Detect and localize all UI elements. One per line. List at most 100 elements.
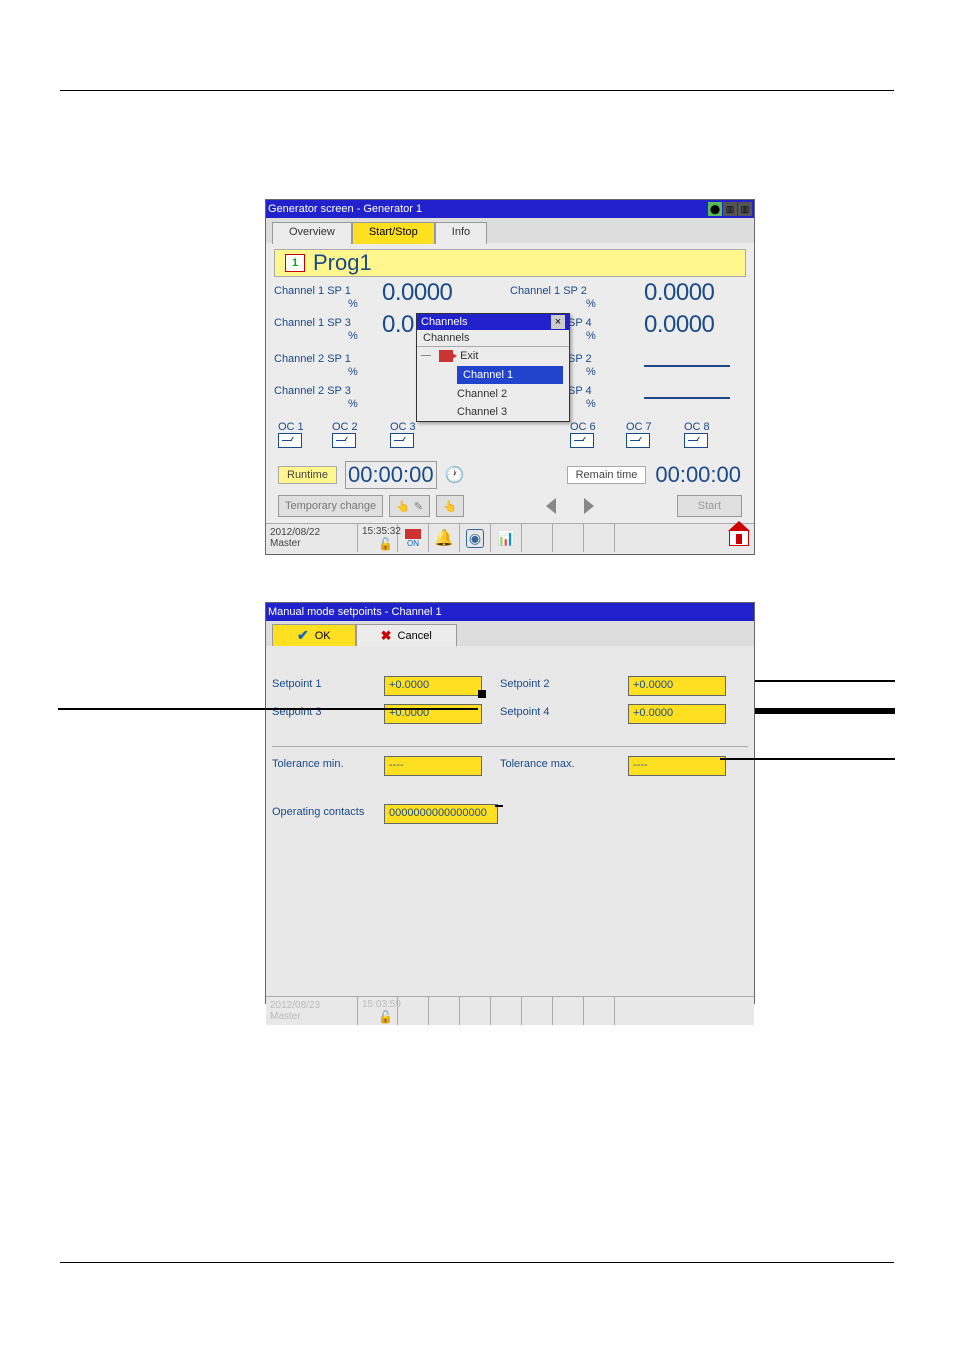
lbl-sp4b: SP 4 (568, 385, 592, 397)
input-sp3[interactable]: +0.0000 (384, 704, 482, 724)
page-bottom-divider (60, 1262, 894, 1263)
prev-button[interactable] (546, 498, 556, 514)
unit-pct-4: % (348, 398, 358, 410)
statusbar2: 2012/08/23 Master 15:03:59 🔓 (266, 996, 754, 1025)
callout-line-tolmax (720, 758, 895, 760)
tab-startstop[interactable]: Start/Stop (352, 222, 435, 244)
bell-cell[interactable]: 🔔 (429, 524, 460, 552)
tabbar2: ✔ OK ✖ Cancel (266, 621, 754, 646)
s2-b6 (553, 997, 584, 1025)
status-user-2: Master (270, 1011, 353, 1022)
blank-1 (522, 524, 553, 552)
callout-mark-opcon (495, 805, 503, 807)
val-c1sp2: 0.0000 (644, 279, 714, 307)
callout-line-sp2 (755, 680, 895, 682)
tab-cancel[interactable]: ✖ Cancel (356, 624, 457, 646)
tab-ok-label: OK (315, 630, 331, 642)
lbl-sp4: Setpoint 4 (500, 706, 550, 718)
oc1-box[interactable] (278, 433, 302, 448)
tab-ok[interactable]: ✔ OK (272, 624, 356, 646)
blank-3 (584, 524, 615, 552)
hand-button[interactable]: 👆 (436, 495, 464, 517)
input-tolmin[interactable]: ---- (384, 756, 482, 776)
val-c1sp1: 0.0000 (382, 279, 452, 307)
s2-b7 (584, 997, 615, 1025)
lbl-sp1: Setpoint 1 (272, 678, 322, 690)
statusbar: 2012/08/22 Master 15:35:32 🔓 ON 🔔 ◉ 📊 (266, 523, 754, 552)
tab-info[interactable]: Info (435, 222, 487, 244)
hand-edit-button[interactable]: 👆✎ (389, 495, 430, 517)
titlebar: Generator screen - Generator 1 ⬤ ▥ ▥ (266, 200, 754, 218)
lbl-opcon: Operating contacts (272, 806, 364, 818)
lbl-c2sp1: Channel 2 SP 1 (274, 353, 351, 365)
runtime-label: Runtime (278, 466, 337, 484)
lbl-oc7: OC 7 (626, 421, 652, 433)
popup-ch1[interactable]: Channel 1 (457, 366, 563, 384)
lbl-sp2b: SP 2 (568, 353, 592, 365)
unit-pct-2: % (348, 330, 358, 342)
popup-close-icon[interactable]: × (551, 315, 565, 329)
titlebar-icon-3[interactable]: ▥ (738, 202, 752, 216)
on-cell[interactable]: ON (398, 524, 429, 552)
val-sp4a: 0.0000 (644, 311, 714, 339)
lbl-c2sp3: Channel 2 SP 3 (274, 385, 351, 397)
input-sp4[interactable]: +0.0000 (628, 704, 726, 724)
disk-icon: ◉ (466, 529, 484, 548)
temp-change-button[interactable]: Temporary change (278, 495, 383, 517)
next-button[interactable] (584, 498, 594, 514)
home-icon (729, 530, 749, 546)
lbl-tolmin: Tolerance min. (272, 758, 344, 770)
popup-exit[interactable]: Exit (417, 347, 569, 365)
tab-overview[interactable]: Overview (272, 222, 352, 244)
chart-icon: 📊 (497, 530, 514, 547)
oc6-box[interactable] (570, 433, 594, 448)
setpoints-window: Manual mode setpoints - Channel 1 ✔ OK ✖… (265, 602, 755, 1004)
unit-pct-7: % (586, 366, 596, 378)
check-icon: ✔ (297, 627, 309, 644)
on-label: ON (405, 539, 421, 548)
page-top-divider (60, 90, 894, 91)
runtime-value: 00:00:00 (345, 461, 437, 489)
popup-ch2[interactable]: Channel 2 (451, 385, 569, 403)
oc3-box[interactable] (390, 433, 414, 448)
popup-ch3[interactable]: Channel 3 (451, 403, 569, 421)
titlebar-icon-2[interactable]: ▥ (723, 202, 737, 216)
chart-cell[interactable]: 📊 (491, 524, 522, 552)
lock-icon-2: 🔓 (362, 1010, 393, 1024)
unit-pct-6: % (586, 330, 596, 342)
bell-icon: 🔔 (434, 528, 454, 548)
status-time: 15:35:32 (362, 526, 393, 537)
lbl-c1sp2: Channel 1 SP 2 (510, 285, 587, 297)
popup-header: Channels (417, 330, 569, 347)
input-sp1[interactable]: +0.0000 (384, 676, 482, 696)
input-tolmax[interactable]: ---- (628, 756, 726, 776)
status-user: Master (270, 538, 353, 549)
start-button[interactable]: Start (677, 495, 742, 517)
status-date-2: 2012/08/23 (270, 1000, 353, 1011)
home-cell[interactable] (724, 524, 754, 552)
clock-icon: 🕐 (445, 465, 465, 485)
lbl-c1sp3: Channel 1 SP 3 (274, 317, 351, 329)
titlebar-icon-1[interactable]: ⬤ (708, 202, 722, 216)
unit-pct-1: % (348, 298, 358, 310)
lock-icon: 🔓 (362, 537, 393, 551)
status-date: 2012/08/22 (270, 527, 353, 538)
remain-label: Remain time (567, 466, 647, 484)
callout-line-sp4 (755, 708, 895, 714)
s2-b1 (398, 997, 429, 1025)
popup-title: Channels (421, 316, 467, 328)
status-time-2: 15:03:59 (362, 999, 393, 1010)
unit-pct-3: % (348, 366, 358, 378)
lbl-sp2: Setpoint 2 (500, 678, 550, 690)
oc8-box[interactable] (684, 433, 708, 448)
oc2-box[interactable] (332, 433, 356, 448)
body: 1 Prog1 Channel 1 SP 1 % Channel 1 SP 3 … (266, 243, 754, 523)
input-sp2[interactable]: +0.0000 (628, 676, 726, 696)
popup-exit-label: Exit (460, 350, 478, 362)
lbl-oc3: OC 3 (390, 421, 416, 433)
input-opcon[interactable]: 0000000000000000 (384, 804, 498, 824)
oc7-box[interactable] (626, 433, 650, 448)
titlebar2: Manual mode setpoints - Channel 1 (266, 603, 754, 621)
window-title: Generator screen - Generator 1 (268, 203, 422, 215)
disk-cell[interactable]: ◉ (460, 524, 491, 552)
